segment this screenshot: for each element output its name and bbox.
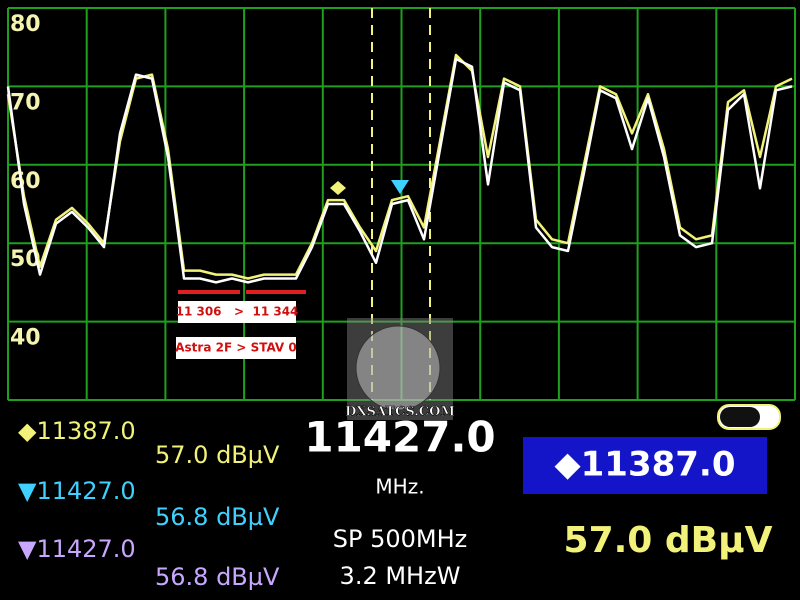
trace [6,53,793,280]
watermark-logo [355,325,441,411]
y-tick-label: 60 [10,169,41,194]
annotation: Astra 2F > STAV 0 [175,341,297,355]
y-tick-label: 70 [10,90,41,115]
marker-triangle [391,180,409,194]
marker-freq: ◆11387.0 [18,417,136,445]
active-box [523,437,767,494]
rbw: 3.2 MHzW [340,562,461,590]
active-freq: ◆11387.0 [554,445,735,485]
marker-level: 57.0 dBµV [155,441,280,469]
annotation: 11 306 > 11 344 [176,305,299,319]
trace [6,57,793,284]
span: SP 500MHz [333,525,468,553]
annotation-box [178,301,296,323]
marker-freq: ▼11427.0 [18,535,136,563]
battery-level [720,407,760,427]
marker-diamond [330,181,346,195]
center-freq: 11427.0 [304,413,495,462]
y-tick-label: 40 [10,326,41,351]
center-unit: MHz. [375,475,424,499]
marker-level: 56.8 dBµV [155,503,280,531]
watermark-text: DXSATCS.COM [345,405,455,420]
traces [6,53,793,284]
marker-freq: ▼11427.0 [18,477,136,505]
active-level: 57.0 dBµV [564,520,773,561]
marker-level: 56.8 dBµV [155,563,280,591]
y-tick-label: 80 [10,12,41,37]
annotation-box [176,337,296,359]
